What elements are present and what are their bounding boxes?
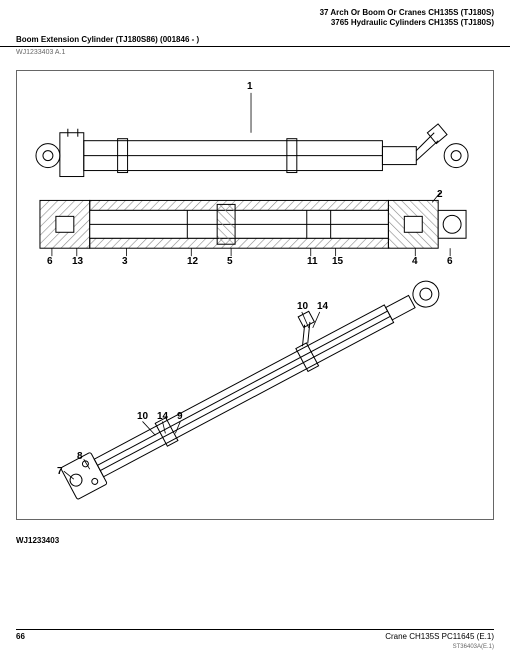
callout-14: 14 <box>317 301 328 312</box>
page-footer: 66 Crane CH135S PC11645 (E.1) ST36403A(E… <box>16 629 494 650</box>
footer-right-text: Crane CH135S PC11645 (E.1) <box>385 632 494 641</box>
callout-2: 2 <box>437 189 443 200</box>
footer-small-text: ST36403A(E.1) <box>453 644 494 650</box>
callout-12: 12 <box>187 256 198 267</box>
callout-6: 6 <box>447 256 453 267</box>
header-line-1: 37 Arch Or Boom Or Cranes CH135S (TJ180S… <box>16 8 494 18</box>
callout-5: 5 <box>227 256 233 267</box>
callout-8: 8 <box>77 451 83 462</box>
callout-13: 13 <box>72 256 83 267</box>
callout-15: 15 <box>332 256 343 267</box>
header-line-2: 3765 Hydraulic Cylinders CH135S (TJ180S) <box>16 18 494 28</box>
footer-id: WJ1233403 <box>0 532 510 549</box>
callout-7: 7 <box>57 466 63 477</box>
top-assembly <box>36 124 468 177</box>
callout-1: 1 <box>247 81 253 92</box>
technical-diagram: 12613312511154610141014978 <box>16 70 494 520</box>
callout-10: 10 <box>137 411 148 422</box>
callout-4: 4 <box>412 256 418 267</box>
callout-6: 6 <box>47 256 53 267</box>
footer-right: Crane CH135S PC11645 (E.1) ST36403A(E.1) <box>385 632 494 650</box>
title-row: Boom Extension Cylinder (TJ180S86) (0018… <box>0 33 510 47</box>
callout-11: 11 <box>307 256 318 267</box>
page-header: 37 Arch Or Boom Or Cranes CH135S (TJ180S… <box>0 0 510 33</box>
callout-9: 9 <box>177 411 183 422</box>
page-number: 66 <box>16 632 25 650</box>
diagram-svg <box>17 71 493 519</box>
page-title: Boom Extension Cylinder (TJ180S86) (0018… <box>16 35 199 44</box>
callout-10: 10 <box>297 301 308 312</box>
section-view <box>40 200 466 248</box>
callout-14: 14 <box>157 411 168 422</box>
iso-view <box>50 253 445 500</box>
sub-id: WJ1233403 A.1 <box>0 47 510 58</box>
callout-3: 3 <box>122 256 128 267</box>
